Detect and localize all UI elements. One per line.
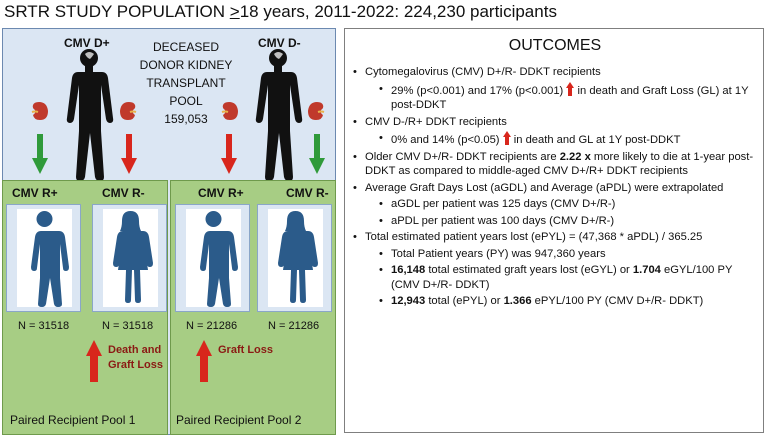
sub-bullet-item: 12,943 total (ePYL) or 1.366 ePYL/100 PY…: [351, 294, 761, 309]
bullet-text: Total estimated patient years lost (ePYL…: [365, 231, 703, 243]
pool2-recipient-pos-label: CMV R+: [198, 186, 244, 200]
outcomes-title: OUTCOMES: [508, 37, 602, 54]
bullet-text: aGDL per patient was 125 days (CMV D+/R-…: [391, 198, 616, 210]
pool2-recipient-pos-card: [175, 204, 250, 312]
pool2-recipient-neg-card: [257, 204, 332, 312]
pool1-recipient-neg-label: CMV R-: [102, 186, 145, 200]
pool1-footer: Paired Recipient Pool 1: [10, 413, 136, 427]
donor-pos-label: CMV D+: [64, 36, 110, 50]
outcomes-list: Cytomegalovirus (CMV) D+/R- DDKT recipie…: [351, 65, 761, 311]
red-up-arrow-icon: [86, 340, 102, 382]
outcomes-panel: OUTCOMES Cytomegalovirus (CMV) D+/R- DDK…: [344, 28, 764, 433]
bullet-text: Average Graft Days Lost (aGDL) and Avera…: [365, 181, 724, 194]
pool1-n-pos: N = 31518: [18, 320, 70, 332]
kidney-icon: [221, 102, 238, 120]
sub-bullet-item: 29% (p<0.001) and 17% (p<0.001) in death…: [351, 81, 761, 113]
bullet-bold: 12,943: [391, 295, 426, 307]
bullet-text: ePYL/100 PY (CMV D+/R- DDKT): [531, 295, 704, 307]
title-ge-symbol: >: [229, 2, 240, 21]
page-title: SRTR STUDY POPULATION >18 years, 2011-20…: [4, 2, 557, 22]
pool-line: DECEASED: [152, 40, 220, 54]
female-person-icon: [113, 211, 153, 303]
bullet-item: Total estimated patient years lost (ePYL…: [351, 230, 761, 245]
bullet-text: CMV D-/R+ DDKT recipients: [365, 115, 507, 128]
title-prefix: SRTR STUDY POPULATION: [4, 2, 230, 21]
pool2-n-neg: N = 21286: [268, 320, 320, 332]
pool2-footer: Paired Recipient Pool 2: [176, 413, 302, 427]
bullet-text: in death and GL at 1Y post-DDKT: [510, 134, 681, 146]
donor-pos-figure-icon: [66, 49, 114, 181]
donor-neg-label: CMV D-: [258, 36, 301, 50]
bullet-bold: 16,148: [391, 264, 426, 276]
green-down-arrow-icon: [309, 134, 325, 174]
pool-line: 159,053: [164, 112, 208, 126]
bullet-item: Cytomegalovirus (CMV) D+/R- DDKT recipie…: [351, 65, 761, 80]
pool2-recipient-neg-label: CMV R-: [286, 186, 329, 200]
red-down-arrow-icon: [221, 134, 237, 174]
pool1-recipient-pos-label: CMV R+: [12, 186, 58, 200]
outcome-line: Graft Loss: [108, 359, 164, 371]
pool2-outcome-label: Graft Loss: [218, 343, 273, 358]
bullet-text: 29% (p<0.001) and 17% (p<0.001): [391, 84, 567, 97]
bullet-text: total estimated graft years lost (eGYL) …: [425, 264, 633, 276]
bullet-text: 0% and 14% (p<0.05): [391, 134, 503, 146]
bullet-text: Cytomegalovirus (CMV) D+/R- DDKT recipie…: [365, 66, 601, 78]
up-arrow-icon: [502, 131, 511, 145]
bullet-text: total (ePYL) or: [425, 295, 504, 307]
pool1-outcome-label: Death and Graft Loss: [108, 343, 163, 373]
red-up-arrow-icon: [196, 340, 212, 382]
sub-bullet-item: Total Patient years (PY) was 947,360 yea…: [351, 247, 761, 262]
bullet-text: eGYL/100 PY (CMV D+/R- DDKT): [391, 264, 733, 291]
male-person-icon: [199, 211, 238, 307]
outcome-line: Death and: [108, 344, 162, 356]
pool-line: DONOR KIDNEY: [139, 58, 233, 72]
female-person-icon: [278, 211, 318, 303]
sub-bullet-item: 16,148 total estimated graft years lost …: [351, 263, 761, 292]
green-down-arrow-icon: [32, 134, 48, 174]
bullet-text: in death and Graft Loss (GL) at 1Y post-…: [391, 84, 749, 112]
kidney-icon: [308, 102, 325, 120]
pool1-recipient-pos-card: [6, 204, 81, 312]
up-arrow-icon: [566, 81, 575, 96]
pool1-n-neg: N = 31518: [102, 320, 154, 332]
bullet-text: Older CMV D+/R- DDKT recipients are: [365, 150, 560, 163]
sub-bullet-item: 0% and 14% (p<0.05) in death and GL at 1…: [351, 131, 761, 148]
kidney-icon: [120, 102, 137, 120]
kidney-icon: [31, 102, 48, 120]
red-down-arrow-icon: [121, 134, 137, 174]
bullet-item: Average Graft Days Lost (aGDL) and Avera…: [351, 181, 761, 196]
pool1-recipient-neg-card: [92, 204, 167, 312]
sub-bullet-item: aPDL per patient was 100 days (CMV D+/R-…: [351, 214, 761, 229]
sub-bullet-item: aGDL per patient was 125 days (CMV D+/R-…: [351, 197, 761, 212]
bullet-bold: 1.704: [632, 264, 661, 276]
bullet-text: more likely to die at 1-year post-DDKT a…: [365, 150, 754, 178]
title-suffix: 18 years, 2011-2022: 224,230 participant…: [239, 2, 557, 21]
donor-neg-figure-icon: [255, 49, 303, 181]
bullet-bold: 2.22 x: [559, 150, 591, 163]
male-person-icon: [30, 211, 69, 307]
pool-line: POOL: [169, 94, 203, 108]
outcome-line: Graft Loss: [218, 344, 274, 356]
bullet-text: aPDL per patient was 100 days (CMV D+/R-…: [391, 214, 615, 227]
pool-line: TRANSPLANT: [146, 76, 226, 90]
bullet-item: Older CMV D+/R- DDKT recipients are 2.22…: [351, 150, 761, 179]
transplant-pool-text: DECEASED DONOR KIDNEY TRANSPLANT POOL 15…: [136, 38, 236, 128]
bullet-bold: 1.366: [503, 295, 532, 307]
pool2-n-pos: N = 21286: [186, 320, 238, 332]
bullet-item: CMV D-/R+ DDKT recipients: [351, 115, 761, 130]
bullet-text: Total Patient years (PY) was 947,360 yea…: [391, 247, 606, 260]
